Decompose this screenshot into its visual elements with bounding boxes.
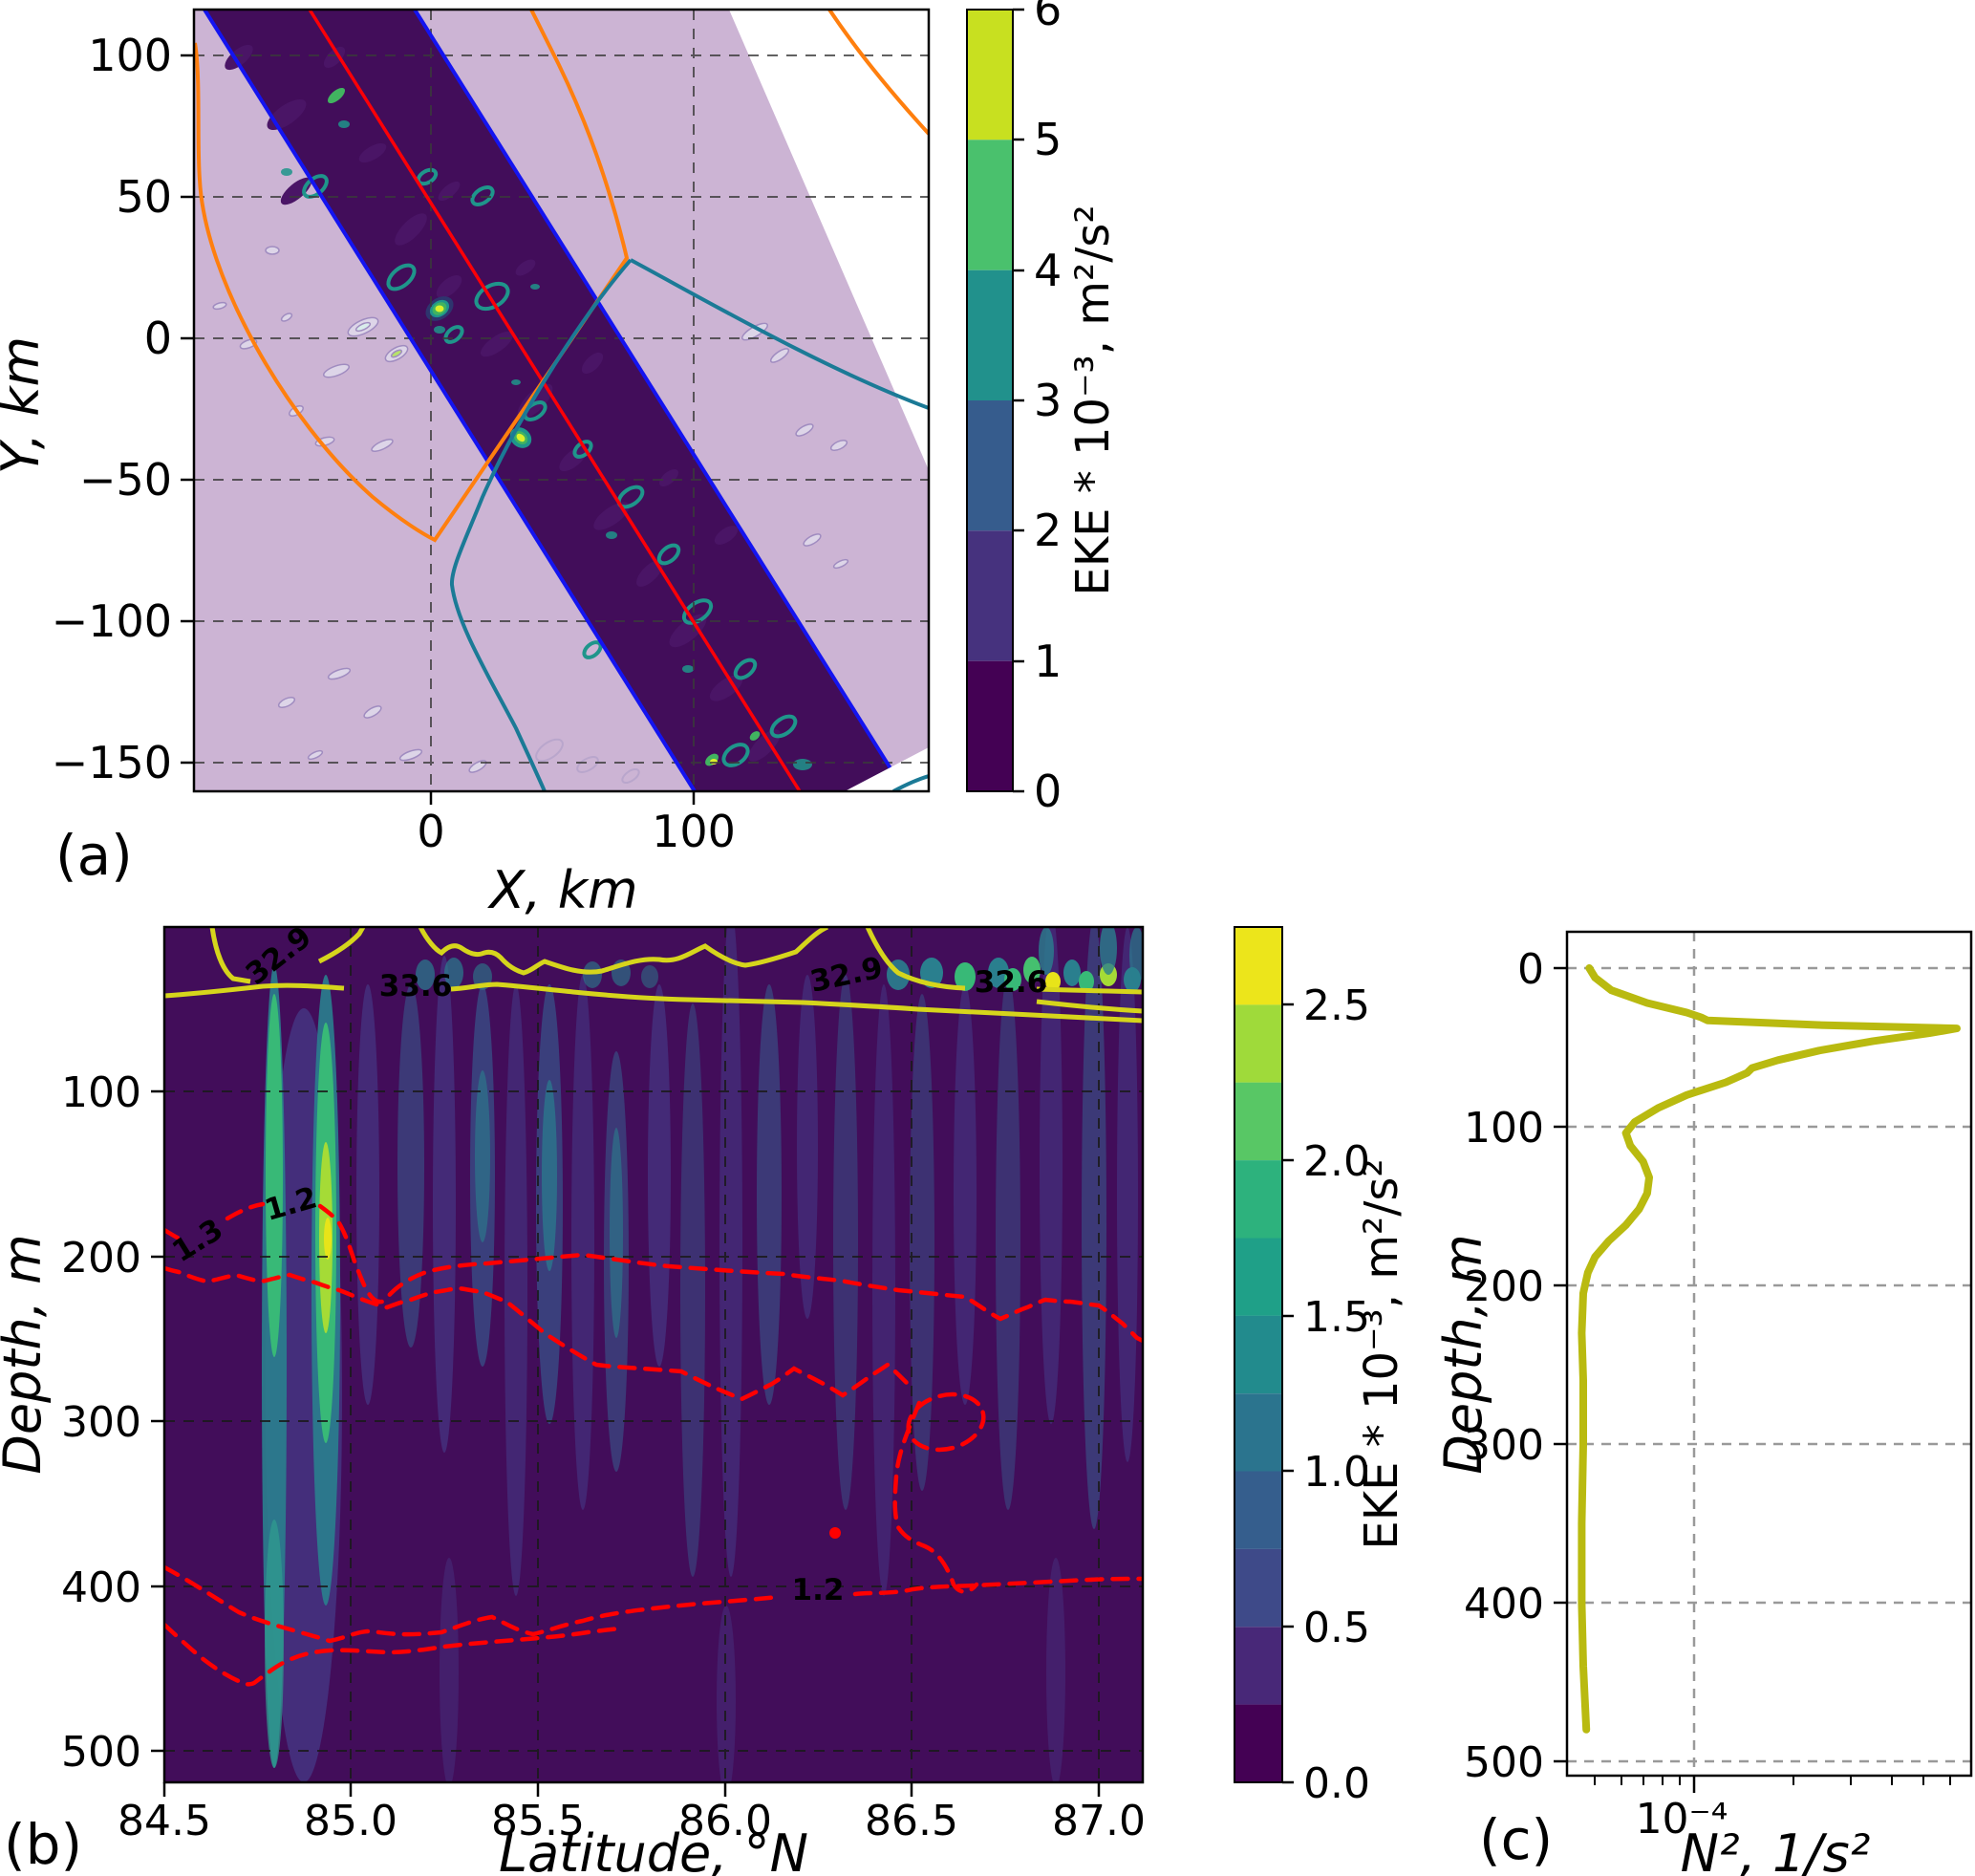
panel-a-ytick-50: 50	[116, 171, 172, 223]
panel-b-xlabel: Latitude, °N	[499, 1823, 808, 1876]
panel-c-plot-background	[1567, 932, 1971, 1776]
section-track-red-line	[308, 10, 802, 791]
panel-a-xlabel: X, km	[486, 860, 637, 920]
panel-b-ytick-100: 100	[61, 1068, 141, 1117]
panel-b-border	[162, 925, 1145, 1784]
cbb-tick-05: 0.5	[1303, 1604, 1370, 1652]
panel-a-ytick-m50: −50	[79, 454, 172, 506]
panel-c-border	[1565, 930, 1973, 1778]
panel-b-ylabel: Depth, m	[0, 1234, 53, 1474]
swath-edge-blue-left	[203, 10, 697, 791]
panel-a-ytick-m100: −100	[52, 595, 172, 647]
panel-a-border	[192, 8, 931, 793]
surface-eke-blobs	[416, 927, 1143, 992]
cba-tick-1: 1	[1034, 636, 1062, 687]
panel-c-letter: (c)	[1479, 1807, 1553, 1872]
panel-c-ytick-500: 500	[1464, 1738, 1544, 1787]
panel-b-xtick-845: 84.5	[118, 1797, 211, 1845]
colorbar-a: 0 1 2 3 4 5 6 EKE * 10⁻³, m²/s²	[966, 0, 1120, 817]
panel-b-ytick-200: 200	[61, 1234, 141, 1283]
panel-b-ytick-400: 400	[61, 1563, 141, 1612]
n2-profile-line	[1578, 964, 1961, 1734]
cba-tick-2: 2	[1034, 505, 1062, 556]
panel-b-ytick-500: 500	[61, 1728, 141, 1777]
red-label-1-2-lower: 1.2	[792, 1573, 845, 1607]
bright-eddy-spot-2	[509, 427, 718, 765]
salinity-contours-yellow	[164, 927, 1143, 1024]
panel-b: 32.9 33.6 32.9 32.6 1.3 1.2 1.2 84.5 85.…	[0, 925, 1408, 1876]
panel-c-ytick-400: 400	[1464, 1580, 1544, 1628]
panel-a-ytick-m150: −150	[52, 737, 172, 788]
eke-streaks	[262, 927, 1138, 1782]
panel-c-ytick-0: 0	[1517, 945, 1544, 994]
bright-eddy-spot-1	[425, 296, 454, 321]
red-dashed-contours	[164, 1201, 1143, 1687]
panel-c-xlabel: N², 1/s²	[1681, 1823, 1871, 1876]
orange-front-contour	[194, 10, 929, 543]
panel-a-ytick-0: 0	[144, 313, 172, 364]
panel-b-xtick-865: 86.5	[865, 1797, 958, 1845]
cba-tick-5: 5	[1034, 114, 1062, 165]
panel-a-grid	[194, 10, 929, 791]
panel-b-xtick-855: 85.5	[491, 1797, 585, 1845]
panel-a-ylabel: Y, km	[0, 336, 51, 474]
panel-a-ticks	[181, 54, 696, 805]
cbb-tick-20: 2.0	[1303, 1137, 1370, 1186]
panel-b-ticks	[151, 1089, 1101, 1797]
panel-c-ytick-300: 300	[1464, 1421, 1544, 1470]
cbb-tick-25: 2.5	[1303, 981, 1370, 1030]
colorbar-b: 0.0 0.5 1.0 1.5 2.0 2.5 EKE * 10⁻³, m²/s…	[1234, 926, 1408, 1808]
colorbar-b-label: EKE * 10⁻³, m²/s²	[1355, 1158, 1408, 1549]
panel-a-xtick-100: 100	[652, 806, 736, 857]
panel-a: 0 100 100 50 0 −50 −100 −150 X, km Y, km…	[0, 0, 1120, 920]
panel-c: 0 100 200 300 400 500 10⁻⁴ N², 1/s² Dept…	[1433, 930, 1973, 1876]
panel-c-grid	[1567, 932, 1971, 1776]
panel-a-ytick-100: 100	[88, 30, 172, 81]
panel-b-grid	[164, 927, 1143, 1782]
panel-c-ylabel: Depth, m	[1433, 1234, 1493, 1474]
cba-tick-3: 3	[1034, 375, 1062, 426]
salinity-label-32-6: 32.6	[975, 965, 1048, 1000]
panel-a-xtick-0: 0	[417, 806, 444, 857]
panel-b-letter: (b)	[4, 1812, 82, 1876]
cbb-tick-15: 1.5	[1303, 1293, 1370, 1342]
panel-a-letter: (a)	[55, 823, 133, 888]
panel-b-ytick-300: 300	[61, 1398, 141, 1447]
salinity-label-33-6: 33.6	[379, 969, 453, 1003]
cbb-tick-00: 0.0	[1303, 1759, 1370, 1808]
teal-front-contour	[449, 258, 929, 791]
panel-c-ticks	[1554, 966, 1951, 1793]
panel-c-xtick-1e-4: 10⁻⁴	[1636, 1795, 1728, 1844]
panel-c-ytick-200: 200	[1464, 1262, 1544, 1311]
swath-edge-blue-right	[413, 10, 907, 791]
panel-b-xtick-870: 87.0	[1052, 1797, 1146, 1845]
panel-b-xtick-850: 85.0	[304, 1797, 397, 1845]
panel-b-xtick-860: 86.0	[678, 1797, 772, 1845]
colorbar-a-label: EKE * 10⁻³, m²/s²	[1066, 205, 1120, 595]
cba-tick-0: 0	[1034, 765, 1062, 817]
red-contour-dot	[829, 1527, 841, 1539]
cba-tick-4: 4	[1034, 245, 1062, 296]
cbb-tick-10: 1.0	[1303, 1448, 1370, 1497]
cba-tick-6: 6	[1034, 0, 1062, 35]
panel-c-ytick-100: 100	[1464, 1104, 1544, 1153]
